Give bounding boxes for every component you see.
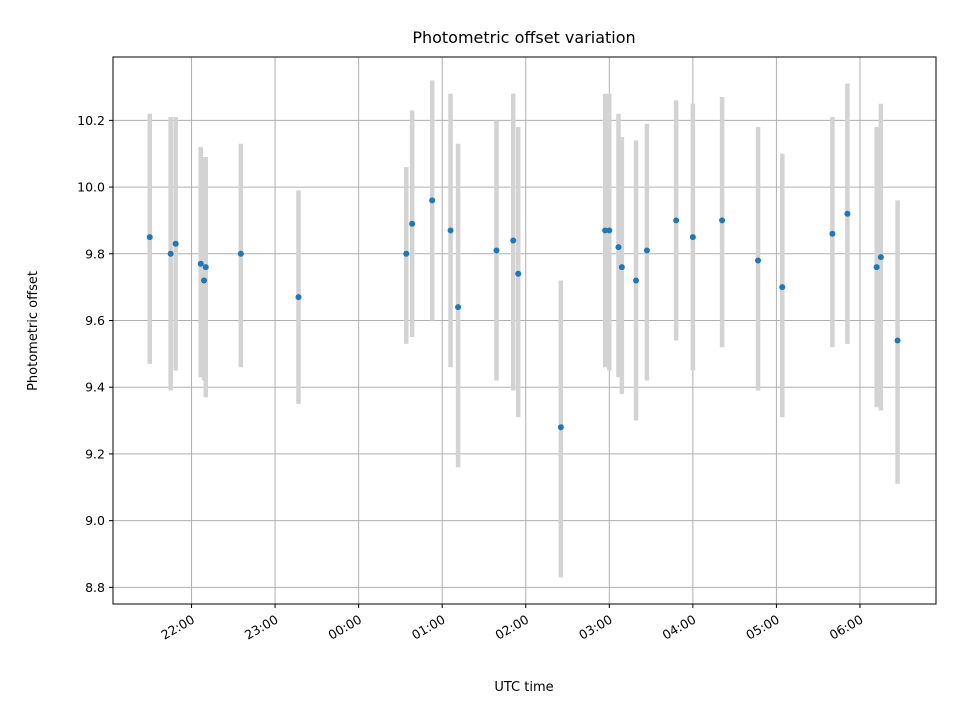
data-points bbox=[146, 197, 901, 431]
y-axis-ticks: 8.8 9.0 9.2 9.4 9.6 9.8 10.0 10.2 bbox=[77, 113, 113, 595]
y-tick-label: 9.2 bbox=[85, 446, 105, 461]
data-point bbox=[403, 250, 410, 257]
x-axis-label: UTC time bbox=[494, 680, 553, 695]
data-point bbox=[557, 424, 564, 431]
data-point bbox=[146, 234, 153, 241]
data-point bbox=[515, 270, 522, 277]
data-point bbox=[829, 230, 836, 237]
data-point bbox=[447, 227, 454, 234]
data-point bbox=[689, 234, 696, 241]
data-point bbox=[493, 247, 500, 254]
data-point bbox=[877, 254, 884, 261]
y-tick-label: 9.8 bbox=[85, 246, 105, 261]
data-point bbox=[237, 250, 244, 257]
y-tick-label: 10.2 bbox=[77, 113, 105, 128]
y-tick-label: 8.8 bbox=[85, 580, 105, 595]
data-point bbox=[873, 264, 880, 271]
data-point bbox=[755, 257, 762, 264]
data-point bbox=[894, 337, 901, 344]
plot-frame bbox=[112, 56, 937, 605]
data-point bbox=[167, 250, 174, 257]
y-tick-label: 9.0 bbox=[85, 513, 105, 528]
data-point bbox=[673, 217, 680, 224]
data-point bbox=[618, 264, 625, 271]
data-point bbox=[606, 227, 613, 234]
data-point bbox=[602, 227, 609, 234]
data-point bbox=[615, 244, 622, 251]
data-point bbox=[409, 220, 416, 227]
data-point bbox=[202, 264, 209, 271]
data-point bbox=[429, 197, 436, 204]
data-point bbox=[172, 240, 179, 247]
data-point bbox=[510, 237, 517, 244]
y-axis-label: Photometric offset bbox=[26, 271, 41, 391]
y-tick-label: 9.6 bbox=[85, 313, 105, 328]
data-point bbox=[719, 217, 726, 224]
y-tick-label: 10.0 bbox=[77, 180, 105, 195]
data-point bbox=[844, 210, 851, 217]
data-point bbox=[295, 294, 302, 301]
data-point bbox=[779, 284, 786, 291]
data-point bbox=[643, 247, 650, 254]
data-point bbox=[633, 277, 640, 284]
chart-title: Photometric offset variation bbox=[412, 28, 635, 47]
y-tick-label: 9.4 bbox=[85, 380, 105, 395]
data-point bbox=[455, 304, 462, 311]
data-point bbox=[201, 277, 208, 284]
data-point bbox=[197, 260, 204, 267]
